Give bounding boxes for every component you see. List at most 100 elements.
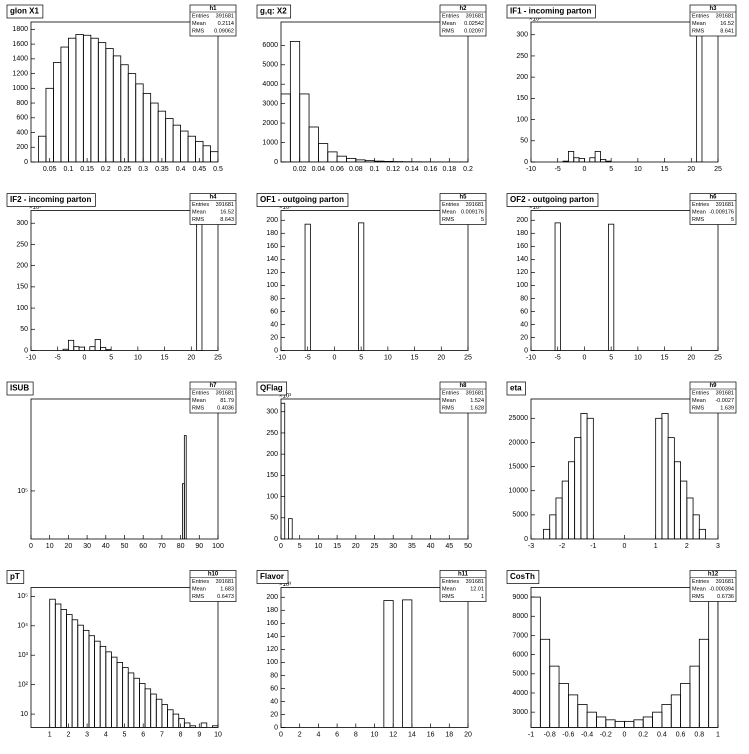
stats-label: RMS — [192, 217, 205, 223]
bin — [78, 346, 85, 351]
x-tick-label: 0.35 — [155, 166, 169, 173]
chart-title: IF2 - incoming parton — [10, 195, 91, 204]
plot-area — [281, 41, 468, 162]
stats-value: 0.6473 — [217, 594, 234, 600]
x-tick-label: -5 — [55, 354, 61, 361]
bin — [624, 720, 635, 728]
x-tick-label: 0.12 — [386, 166, 400, 173]
bin — [82, 34, 92, 162]
x-tick-label: 20 — [187, 354, 195, 361]
x-tick-label: 6 — [335, 731, 339, 738]
x-tick-label: 0.16 — [424, 166, 438, 173]
stats-name: h5 — [459, 195, 467, 201]
y-tick-label: 200 — [516, 74, 528, 81]
x-tick-label: 1 — [716, 731, 720, 738]
y-tick-label: 150 — [266, 472, 278, 479]
bin — [89, 346, 96, 351]
bin — [38, 135, 47, 162]
plot-area — [383, 599, 413, 728]
x-tick-label: 0 — [29, 543, 33, 550]
bin — [165, 118, 174, 162]
y-tick-label: 60 — [270, 308, 278, 315]
bin — [568, 461, 576, 539]
bin — [561, 480, 569, 539]
stats-value: 1.683 — [220, 586, 234, 592]
x-tick-label: 5 — [123, 731, 127, 738]
stats-name: h4 — [209, 195, 217, 201]
chart-title: pT — [10, 572, 20, 581]
bin — [288, 518, 293, 539]
bin — [122, 667, 129, 728]
bin — [661, 704, 672, 728]
stats-name: h3 — [709, 6, 717, 12]
bin — [383, 600, 394, 728]
chart-title: glon X1 — [10, 7, 39, 16]
y-tick-label: 5000 — [512, 671, 528, 678]
frame — [30, 587, 219, 728]
stats-value: 5 — [731, 217, 734, 223]
bin — [172, 713, 180, 728]
chart-title: Flavor — [260, 572, 284, 581]
stats-label: Entries — [692, 13, 709, 19]
x-tick-label: 0 — [82, 354, 86, 361]
x-tick-label: 0.2 — [463, 166, 473, 173]
y-tick-label: 120 — [266, 269, 278, 276]
title-box — [6, 4, 44, 19]
stats-box — [689, 570, 737, 602]
bin — [90, 37, 99, 162]
bin — [680, 682, 691, 728]
plot-area — [182, 435, 187, 539]
x-tick-label: 0.6 — [676, 731, 686, 738]
y-tick-label: 6000 — [262, 42, 278, 49]
stats-label: RMS — [192, 405, 205, 411]
bin — [577, 704, 588, 728]
y-exponent-label: ×10³ — [529, 205, 541, 211]
bin — [127, 672, 135, 728]
title-box — [256, 381, 288, 396]
bin — [49, 598, 56, 728]
x-tick-label: 0 — [623, 543, 627, 550]
stats-box — [439, 570, 487, 602]
frame — [530, 210, 719, 351]
y-tick-label: 20 — [270, 334, 278, 341]
bin — [71, 619, 79, 728]
y-tick-label: 20000 — [509, 439, 529, 446]
bin — [112, 55, 122, 162]
stats-name: h6 — [709, 195, 717, 201]
y-exponent-label: ×10³ — [29, 205, 41, 211]
x-tick-label: 20 — [687, 354, 695, 361]
y-tick-label: 15000 — [509, 463, 529, 470]
y-tick-label: 200 — [266, 451, 278, 458]
bin — [299, 93, 310, 162]
stats-value: 391681 — [716, 390, 734, 396]
plot-area — [38, 34, 218, 162]
x-tick-label: 10 — [371, 731, 379, 738]
stats-value: 391681 — [466, 579, 484, 585]
y-tick-label: 100 — [266, 493, 278, 500]
x-tick-label: 15 — [661, 354, 669, 361]
y-tick-label: 80 — [520, 295, 528, 302]
x-tick-label: 2 — [298, 731, 302, 738]
frame — [280, 587, 469, 728]
stats-label: Mean — [442, 209, 456, 215]
stats-value: 12.01 — [470, 586, 484, 592]
y-tick-label: 0 — [24, 347, 28, 354]
bin — [698, 528, 706, 539]
x-tick-label: -0.8 — [544, 731, 556, 738]
bin — [580, 413, 588, 539]
stats-label: Entries — [692, 579, 709, 585]
y-tick-label: 1800 — [12, 26, 28, 33]
bin — [594, 150, 601, 162]
stats-label: Mean — [692, 209, 706, 215]
x-tick-label: 8 — [179, 731, 183, 738]
bin — [605, 719, 616, 728]
chart-title: CosTh — [510, 572, 535, 581]
x-tick-label: 1 — [48, 731, 52, 738]
x-tick-label: 60 — [139, 543, 147, 550]
y-tick-label: 0 — [524, 159, 528, 166]
x-tick-label: 3 — [716, 543, 720, 550]
y-tick-label: 10 — [20, 711, 28, 718]
x-tick-label: 0.18 — [442, 166, 456, 173]
bin — [281, 93, 291, 162]
